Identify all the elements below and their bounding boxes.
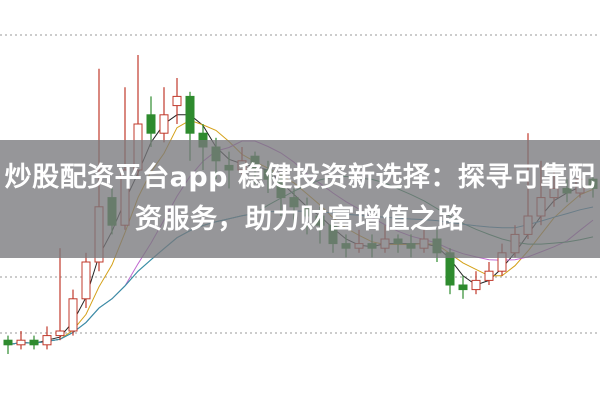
candle-body	[146, 114, 156, 134]
candle-body	[16, 339, 26, 346]
headline-line-2: 资服务，助力财富增值之路	[135, 204, 465, 235]
candle	[68, 289, 78, 336]
candle	[29, 335, 39, 350]
candle	[484, 262, 494, 285]
candle	[471, 271, 481, 295]
candle	[16, 331, 26, 350]
candle-body	[42, 335, 52, 346]
candle-body	[3, 339, 13, 346]
gridlines	[0, 34, 600, 334]
candle-body	[484, 270, 494, 281]
candle-body	[29, 339, 39, 346]
candle-body	[185, 95, 195, 134]
candle-body	[471, 279, 481, 291]
candle-body	[159, 114, 169, 134]
candle	[146, 96, 156, 147]
headline-banner: 炒股配资平台app 稳健投资新选择：探寻可靠配 资服务，助力财富增值之路	[0, 140, 600, 258]
candle-body	[172, 95, 182, 107]
candle	[458, 275, 468, 299]
candle	[159, 87, 169, 143]
candle-body	[458, 284, 468, 291]
candle	[3, 335, 13, 354]
candle	[42, 326, 52, 350]
candle-body	[55, 330, 65, 337]
candle-body	[68, 298, 78, 332]
candle	[81, 252, 91, 308]
candle	[55, 248, 65, 341]
headline-line-1: 炒股配资平台app 稳健投资新选择：探寻可靠配	[4, 162, 596, 193]
candle	[172, 78, 182, 124]
candle-body	[81, 261, 91, 300]
